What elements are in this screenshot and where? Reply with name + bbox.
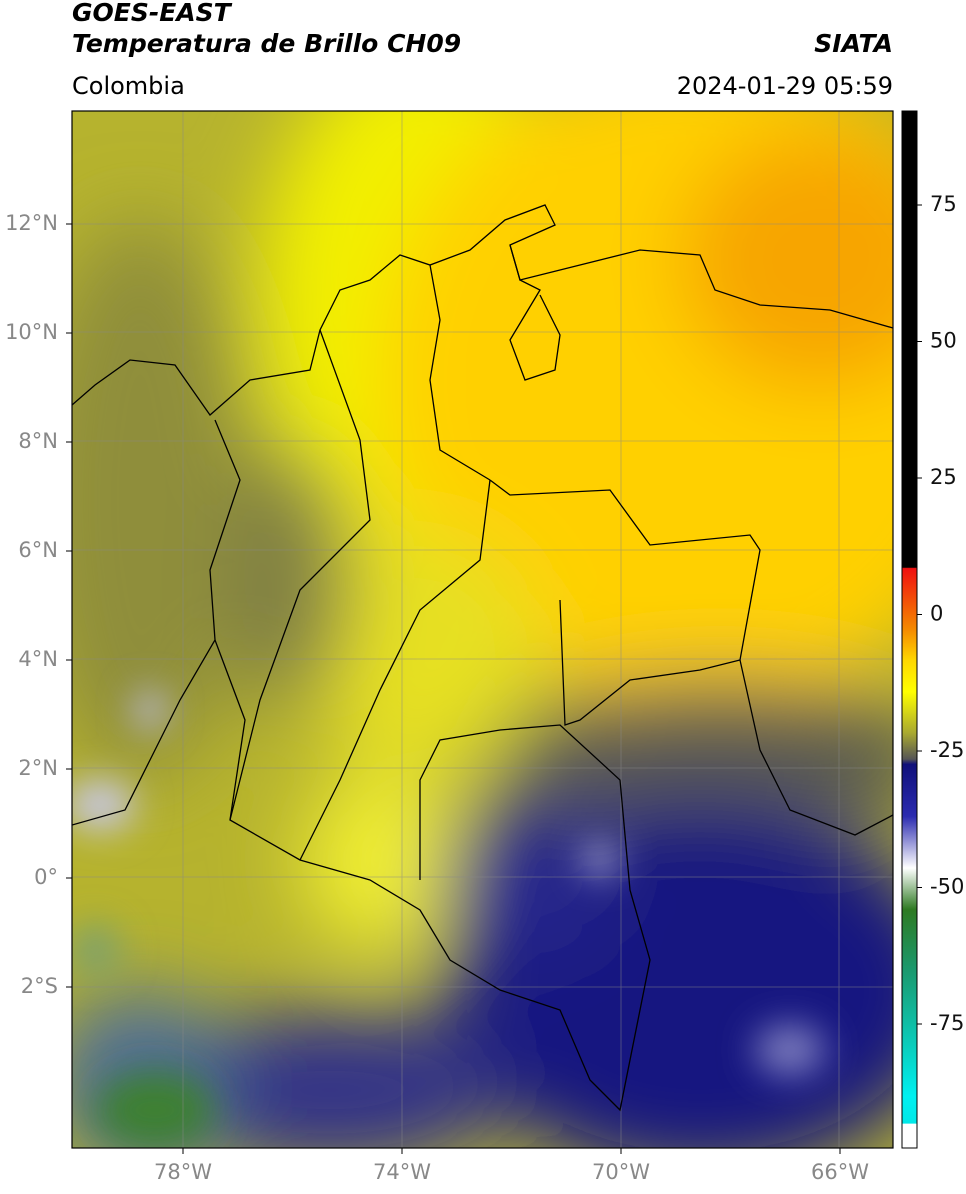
datetime: 2024-01-29 05:59 [677,72,893,100]
colorbar-tick-label: -25 [930,738,964,762]
lat-tick-label: 0° [34,865,58,889]
lon-tick-label: 66°W [811,1160,869,1184]
colorbar-tick-label: 0 [930,602,943,626]
colorbar-tick-label: 25 [930,465,957,489]
colorbar-tick-label: -50 [930,875,964,899]
borders [72,204,893,1112]
region: Colombia [72,72,185,100]
title-line1: GOES-EAST [72,0,233,27]
lat-tick-label: 4°N [18,647,58,671]
ticks: 78°W 74°W 70°W 66°W 12°N 10°N 8°N 6°N 4°N 2°N 0° 2°… [5,192,964,1184]
lat-tick-label: 6°N [18,538,58,562]
lat-tick-label: 12°N [5,211,58,235]
colorbar [901,110,918,1149]
lat-tick-label: 2°N [18,756,58,780]
lon-tick-label: 78°W [154,1160,212,1184]
lat-tick-label: 10°N [5,320,58,344]
lon-tick-label: 70°W [592,1160,650,1184]
lon-tick-label: 74°W [373,1160,431,1184]
colorbar-tick-label: 50 [930,329,957,353]
lat-tick-label: 8°N [18,429,58,453]
colorbar-tick-label: 75 [930,192,957,216]
satellite-image [72,111,893,1148]
graticule [72,111,893,1148]
lat-tick-label: 2°S [21,974,58,998]
title-line2: Temperatura de Brillo CH09 [72,29,461,58]
source: SIATA [814,29,893,58]
colorbar-tick-label: -75 [930,1011,964,1035]
map-frame [71,110,894,1149]
